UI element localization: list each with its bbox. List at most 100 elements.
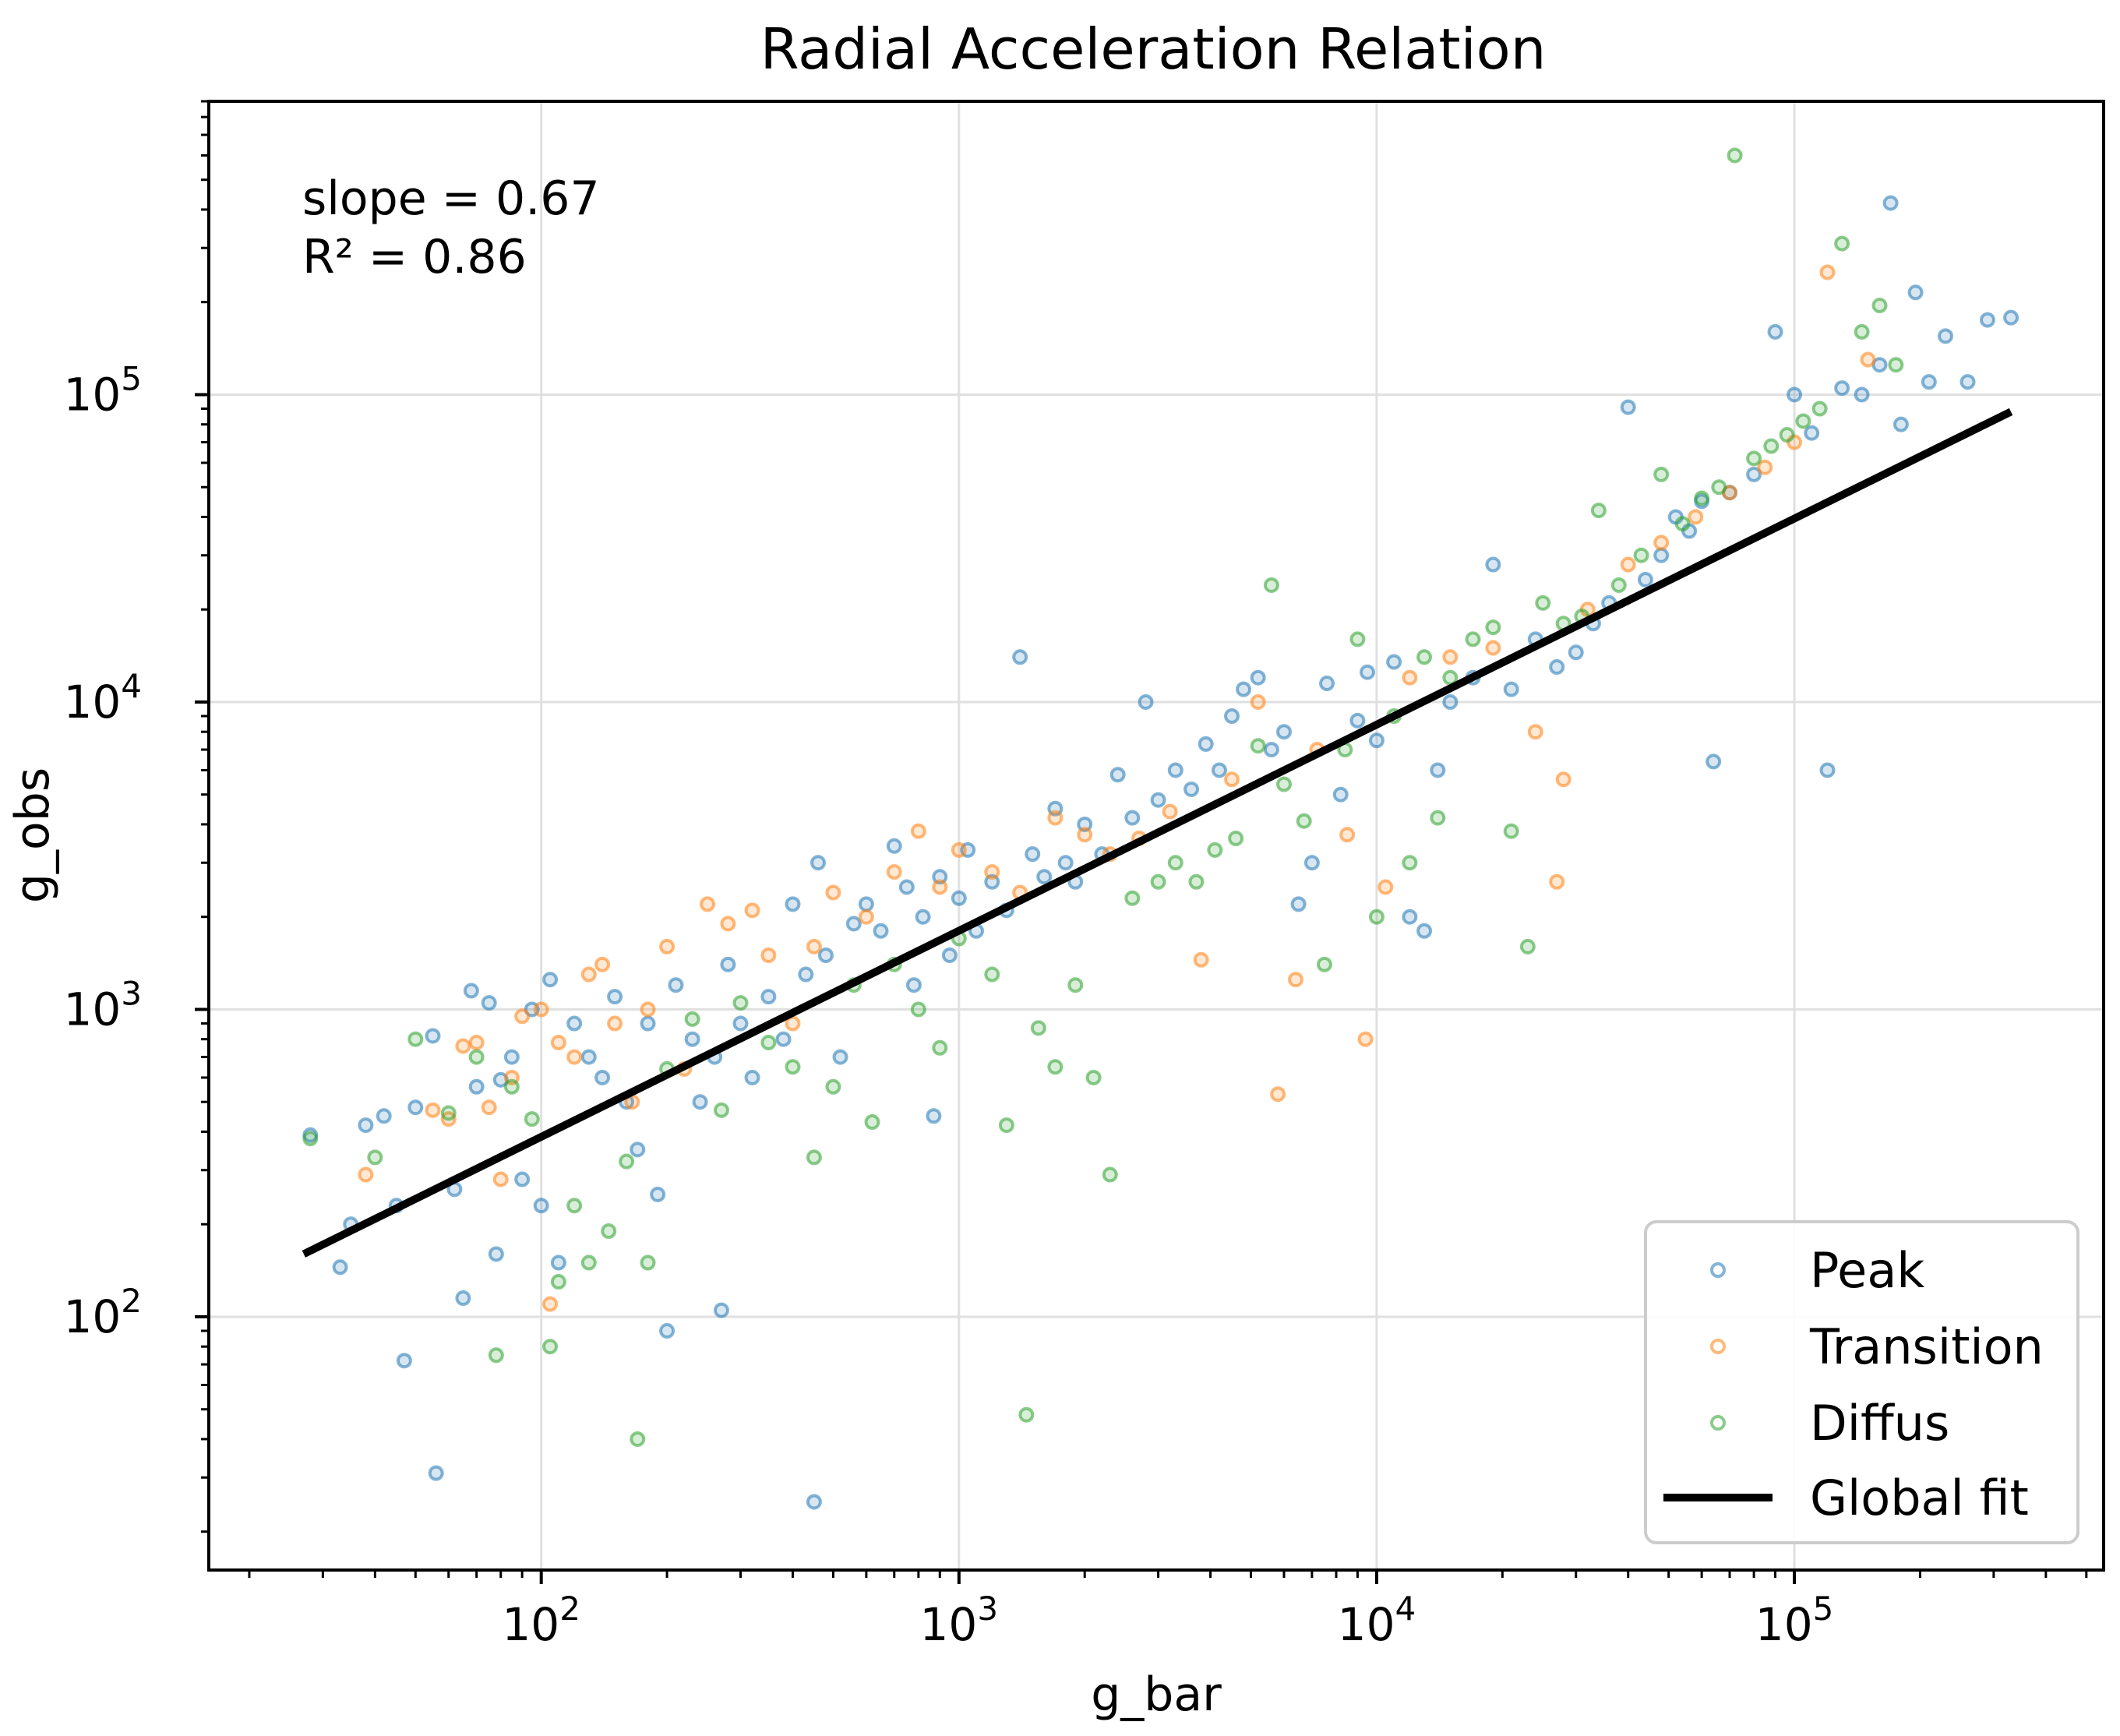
point-peak: [463, 983, 479, 999]
point-diffus: [1124, 890, 1141, 906]
point-peak: [845, 916, 862, 932]
point-transition: [455, 1038, 471, 1054]
point-peak: [2003, 309, 2019, 326]
point-peak: [1360, 664, 1376, 680]
point-diffus: [1610, 577, 1627, 593]
point-diffus: [1834, 235, 1850, 252]
point-transition: [951, 842, 967, 858]
y-tick-label: 104: [63, 667, 142, 729]
point-peak: [488, 1246, 504, 1262]
point-transition: [580, 966, 597, 983]
point-peak: [358, 1117, 374, 1134]
point-diffus: [1763, 438, 1780, 454]
point-peak: [1250, 669, 1266, 686]
point-peak: [1921, 374, 1937, 390]
point-peak: [760, 989, 777, 1005]
point-peak: [1368, 732, 1385, 749]
point-diffus: [1167, 855, 1183, 871]
point-transition: [1193, 951, 1209, 968]
point-diffus: [580, 1254, 597, 1271]
point-diffus: [932, 1039, 948, 1056]
point-transition: [720, 916, 736, 932]
point-diffus: [566, 1198, 583, 1214]
point-transition: [1757, 459, 1773, 475]
point-peak: [806, 1494, 822, 1510]
point-peak: [542, 972, 559, 988]
point-peak: [1138, 693, 1154, 710]
point-diffus: [1465, 631, 1481, 647]
point-peak: [1804, 425, 1820, 441]
point-transition: [533, 1001, 549, 1018]
point-diffus: [1519, 938, 1536, 954]
point-transition: [744, 902, 760, 919]
point-diffus: [732, 995, 749, 1011]
point-diffus: [1349, 631, 1366, 647]
point-diffus: [1263, 577, 1279, 593]
point-diffus: [367, 1149, 383, 1166]
y-tick-label: 105: [63, 359, 142, 421]
series-transition: [358, 264, 1876, 1312]
point-diffus: [910, 1001, 926, 1018]
point-peak: [951, 890, 967, 906]
legend-box: [1644, 1220, 2079, 1544]
point-peak: [832, 1049, 848, 1065]
point-peak: [732, 1015, 749, 1032]
point-diffus: [785, 1059, 801, 1075]
slope-annotation: slope = 0.67: [302, 171, 600, 226]
point-transition: [760, 947, 777, 963]
point-peak: [1303, 855, 1320, 871]
point-peak: [1568, 644, 1584, 661]
point-peak: [720, 956, 736, 972]
point-peak: [503, 1049, 520, 1065]
point-transition: [1620, 556, 1636, 573]
point-peak: [785, 896, 801, 912]
point-diffus: [1207, 842, 1223, 858]
point-diffus: [524, 1111, 540, 1127]
point-transition: [1250, 693, 1266, 710]
point-diffus: [1316, 956, 1332, 972]
point-peak: [594, 1069, 611, 1085]
point-transition: [1549, 873, 1565, 890]
point-peak: [455, 1290, 471, 1307]
y-tick-label: 102: [63, 1282, 142, 1343]
point-transition: [594, 956, 611, 972]
point-diffus: [1485, 619, 1501, 636]
point-transition: [910, 823, 926, 839]
fit-layer: [302, 408, 2013, 1258]
legend-label-transition: Transition: [1809, 1318, 2044, 1375]
point-transition: [1527, 724, 1543, 740]
point-peak: [566, 1015, 583, 1032]
point-diffus: [1228, 830, 1244, 846]
point-peak: [1025, 846, 1041, 863]
point-peak: [775, 1031, 792, 1047]
point-peak: [1402, 909, 1418, 925]
point-peak: [630, 1141, 646, 1158]
point-transition: [542, 1296, 559, 1312]
point-peak: [1077, 816, 1093, 832]
point-peak: [941, 947, 958, 963]
point-peak: [1907, 284, 1924, 301]
point-peak: [1224, 708, 1240, 725]
point-peak: [533, 1198, 549, 1214]
point-peak: [1979, 312, 1995, 328]
point-transition: [425, 1102, 441, 1118]
point-diffus: [1047, 1059, 1064, 1075]
point-transition: [825, 884, 841, 901]
point-diffus: [1746, 450, 1762, 467]
point-peak: [1036, 869, 1053, 885]
point-transition: [886, 864, 902, 880]
point-diffus: [407, 1031, 424, 1047]
r2-annotation: R² = 0.86: [302, 230, 527, 284]
point-diffus: [1727, 147, 1743, 164]
point-diffus: [684, 1011, 700, 1027]
point-diffus: [1102, 1166, 1118, 1183]
point-peak: [858, 896, 874, 912]
point-peak: [905, 977, 922, 993]
point-peak: [1386, 654, 1402, 670]
point-transition: [492, 1171, 509, 1187]
legend-marker-diffus: [1710, 1415, 1726, 1431]
point-peak: [1938, 328, 1954, 344]
point-transition: [1860, 351, 1876, 368]
point-diffus: [1653, 466, 1670, 482]
